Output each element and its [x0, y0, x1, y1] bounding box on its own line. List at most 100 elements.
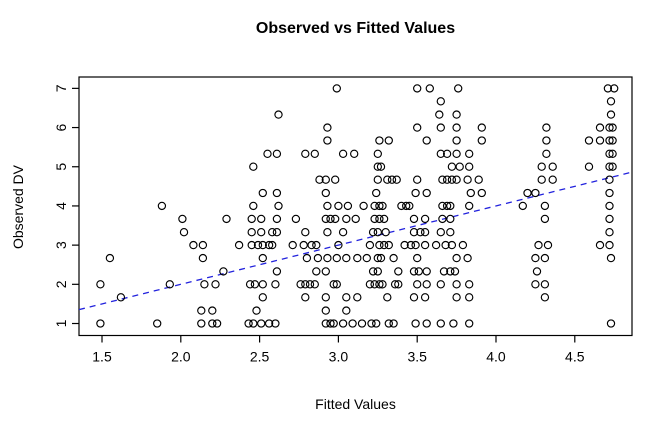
data-point: [342, 214, 351, 224]
data-point: [477, 188, 486, 198]
chart-title: Observed vs Fitted Values: [255, 20, 456, 37]
data-point: [197, 319, 206, 328]
data-point: [452, 149, 461, 158]
data-point: [608, 162, 617, 171]
data-point: [288, 240, 297, 250]
data-point: [542, 136, 551, 145]
data-point: [537, 162, 546, 171]
data-point: [422, 319, 431, 328]
data-point: [378, 280, 387, 289]
data-point: [603, 84, 613, 93]
data-point: [531, 280, 540, 289]
data-point: [272, 188, 282, 198]
data-point: [338, 228, 348, 237]
data-point: [436, 319, 445, 328]
data-point: [606, 253, 616, 263]
data-point: [249, 201, 258, 211]
data-point: [465, 201, 474, 211]
x-tick-label: 1.5: [92, 349, 112, 365]
data-point: [379, 214, 389, 224]
y-tick-label: 1: [53, 319, 69, 327]
data-point: [452, 253, 461, 263]
data-point: [548, 162, 557, 171]
data-point: [422, 267, 431, 276]
data-point: [531, 188, 540, 198]
x-axis-label: Fitted Values: [315, 396, 396, 412]
data-point: [105, 253, 115, 263]
data-point: [370, 214, 379, 224]
data-point: [420, 228, 430, 237]
data-point: [431, 240, 441, 250]
data-point: [595, 240, 605, 250]
data-point: [606, 110, 616, 119]
data-point: [436, 228, 445, 237]
data-point: [420, 214, 430, 224]
y-tick-label: 3: [53, 241, 69, 249]
data-point: [222, 214, 231, 224]
data-point: [449, 319, 458, 328]
data-point: [258, 240, 267, 250]
data-point: [605, 240, 614, 250]
data-point: [518, 201, 527, 211]
data-point: [442, 201, 452, 211]
data-point: [389, 319, 398, 328]
data-point: [329, 280, 338, 289]
data-point: [250, 280, 260, 289]
data-point: [420, 240, 430, 250]
data-point: [362, 253, 371, 263]
data-point: [247, 240, 256, 250]
data-point: [323, 228, 332, 237]
data-point: [465, 149, 474, 158]
data-point: [405, 201, 414, 211]
data-point: [531, 253, 540, 263]
data-point: [263, 149, 272, 158]
data-point: [394, 267, 403, 276]
data-point: [321, 175, 330, 184]
data-point: [353, 293, 362, 302]
data-point: [291, 214, 301, 224]
data-point: [422, 188, 431, 198]
data-point: [249, 319, 258, 328]
data-point: [413, 280, 422, 289]
data-point: [452, 136, 461, 145]
data-point: [299, 240, 308, 250]
data-point: [96, 319, 105, 328]
data-point: [268, 240, 277, 250]
data-point: [465, 319, 474, 328]
data-point: [474, 175, 483, 184]
data-point: [153, 319, 162, 328]
data-point: [608, 123, 617, 132]
data-point: [179, 228, 189, 237]
data-point: [605, 136, 614, 145]
data-point: [605, 228, 614, 237]
data-point: [247, 228, 256, 237]
data-point: [329, 319, 338, 328]
data-point: [465, 280, 474, 289]
y-tick-label: 7: [53, 84, 69, 92]
data-point: [458, 240, 468, 250]
data-point: [338, 149, 348, 158]
data-point: [441, 240, 450, 250]
data-point: [390, 280, 400, 289]
data-point: [381, 228, 390, 237]
data-point: [331, 175, 340, 184]
data-point: [454, 84, 463, 93]
data-point: [351, 214, 360, 224]
data-point: [321, 319, 330, 328]
data-point: [384, 136, 393, 145]
data-point: [436, 280, 445, 289]
data-point: [540, 280, 550, 289]
data-point: [416, 228, 425, 237]
data-point: [543, 240, 553, 250]
data-point: [447, 240, 457, 250]
data-point: [392, 175, 401, 184]
data-point: [312, 240, 321, 250]
data-point: [542, 149, 551, 158]
data-point: [234, 240, 244, 250]
data-point: [370, 201, 379, 211]
data-point: [342, 253, 351, 263]
data-point: [334, 201, 343, 211]
data-point: [442, 149, 452, 158]
data-point: [116, 293, 126, 302]
data-point: [446, 201, 455, 211]
